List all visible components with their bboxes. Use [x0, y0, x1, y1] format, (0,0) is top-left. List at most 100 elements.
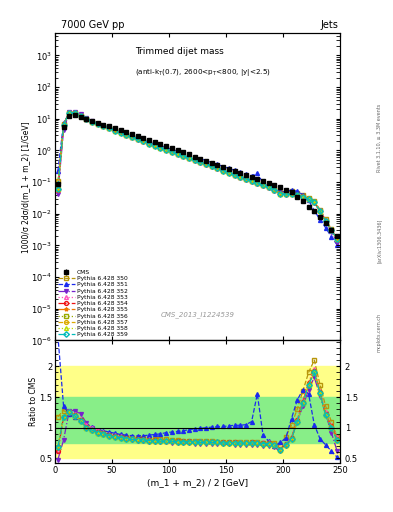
- Pythia 6.428 355: [181, 153, 185, 159]
- Bar: [55, 397, 340, 443]
- Y-axis label: Ratio to CMS: Ratio to CMS: [29, 377, 38, 426]
- Pythia 6.428 355: [73, 110, 77, 116]
- Pythia 6.428 359: [152, 142, 157, 148]
- Pythia 6.428 355: [118, 130, 123, 136]
- X-axis label: (m_1 + m_2) / 2 [GeV]: (m_1 + m_2) / 2 [GeV]: [147, 478, 248, 487]
- Pythia 6.428 358: [261, 182, 265, 188]
- Pythia 6.428 354: [164, 146, 169, 153]
- Pythia 6.428 356: [244, 176, 248, 182]
- Pythia 6.428 358: [272, 187, 277, 193]
- Pythia 6.428 355: [238, 174, 242, 180]
- Pythia 6.428 350: [181, 153, 185, 159]
- Pythia 6.428 352: [283, 191, 288, 198]
- Pythia 6.428 358: [226, 169, 231, 176]
- Pythia 6.428 358: [152, 142, 157, 148]
- Pythia 6.428 351: [169, 146, 174, 153]
- Pythia 6.428 359: [306, 196, 311, 202]
- Pythia 6.428 351: [266, 184, 271, 190]
- Pythia 6.428 357: [238, 174, 242, 180]
- Pythia 6.428 351: [135, 135, 140, 141]
- Pythia 6.428 358: [329, 227, 334, 233]
- Pythia 6.428 359: [135, 136, 140, 142]
- Pythia 6.428 350: [55, 178, 60, 184]
- Pythia 6.428 358: [118, 130, 123, 136]
- Pythia 6.428 352: [226, 170, 231, 176]
- Pythia 6.428 357: [295, 192, 299, 198]
- Pythia 6.428 351: [329, 234, 334, 240]
- Pythia 6.428 356: [78, 113, 83, 119]
- Pythia 6.428 352: [272, 187, 277, 194]
- Pythia 6.428 352: [84, 115, 89, 121]
- Pythia 6.428 353: [169, 148, 174, 155]
- Pythia 6.428 358: [90, 119, 94, 125]
- Pythia 6.428 356: [169, 149, 174, 155]
- Pythia 6.428 352: [209, 164, 214, 170]
- Pythia 6.428 354: [90, 119, 94, 125]
- Pythia 6.428 357: [55, 186, 60, 192]
- Pythia 6.428 350: [289, 188, 294, 194]
- Pythia 6.428 353: [295, 191, 299, 198]
- Pythia 6.428 353: [141, 138, 146, 144]
- Pythia 6.428 359: [329, 227, 334, 233]
- Pythia 6.428 353: [335, 235, 340, 241]
- Pythia 6.428 354: [329, 227, 334, 233]
- Pythia 6.428 355: [95, 121, 100, 127]
- Pythia 6.428 355: [187, 155, 191, 161]
- Pythia 6.428 356: [90, 119, 94, 125]
- Pythia 6.428 353: [175, 151, 180, 157]
- Pythia 6.428 359: [318, 208, 322, 214]
- Pythia 6.428 353: [255, 180, 260, 186]
- Pythia 6.428 355: [204, 161, 208, 167]
- Bar: [55, 366, 340, 458]
- Pythia 6.428 350: [118, 129, 123, 135]
- Pythia 6.428 351: [323, 225, 328, 231]
- Pythia 6.428 353: [283, 190, 288, 197]
- Pythia 6.428 359: [283, 191, 288, 197]
- Pythia 6.428 353: [152, 142, 157, 148]
- Pythia 6.428 352: [244, 177, 248, 183]
- Pythia 6.428 358: [198, 159, 203, 165]
- Pythia 6.428 358: [238, 174, 242, 180]
- Pythia 6.428 358: [295, 192, 299, 198]
- Pythia 6.428 357: [61, 122, 66, 128]
- Pythia 6.428 353: [312, 199, 317, 205]
- Pythia 6.428 351: [124, 131, 129, 137]
- Pythia 6.428 351: [244, 172, 248, 178]
- Pythia 6.428 352: [101, 123, 106, 129]
- Pythia 6.428 354: [147, 140, 151, 146]
- Pythia 6.428 357: [164, 146, 169, 153]
- Pythia 6.428 356: [141, 138, 146, 144]
- Pythia 6.428 358: [249, 178, 254, 184]
- Pythia 6.428 357: [73, 110, 77, 116]
- Pythia 6.428 352: [278, 191, 283, 197]
- Pythia 6.428 354: [181, 153, 185, 159]
- Pythia 6.428 356: [198, 159, 203, 165]
- Pythia 6.428 350: [90, 119, 94, 125]
- Pythia 6.428 356: [249, 178, 254, 184]
- Pythia 6.428 355: [175, 151, 180, 157]
- Line: Pythia 6.428 358: Pythia 6.428 358: [56, 111, 339, 241]
- Pythia 6.428 357: [266, 184, 271, 190]
- Pythia 6.428 356: [323, 218, 328, 224]
- Pythia 6.428 350: [221, 167, 226, 174]
- Pythia 6.428 350: [226, 169, 231, 176]
- Pythia 6.428 351: [90, 118, 94, 124]
- Pythia 6.428 350: [249, 178, 254, 184]
- Pythia 6.428 358: [192, 157, 197, 163]
- Pythia 6.428 354: [158, 144, 163, 151]
- Pythia 6.428 357: [107, 125, 112, 131]
- Pythia 6.428 359: [112, 127, 117, 134]
- Pythia 6.428 356: [67, 110, 72, 116]
- Pythia 6.428 352: [61, 127, 66, 133]
- Pythia 6.428 358: [335, 236, 340, 242]
- Pythia 6.428 356: [266, 184, 271, 190]
- Pythia 6.428 350: [112, 127, 117, 133]
- Pythia 6.428 359: [278, 190, 283, 197]
- Pythia 6.428 353: [301, 193, 305, 199]
- Pythia 6.428 351: [55, 168, 60, 174]
- Pythia 6.428 354: [215, 165, 220, 172]
- Pythia 6.428 352: [95, 121, 100, 127]
- Pythia 6.428 356: [318, 208, 322, 214]
- Pythia 6.428 351: [226, 165, 231, 172]
- Pythia 6.428 354: [55, 187, 60, 193]
